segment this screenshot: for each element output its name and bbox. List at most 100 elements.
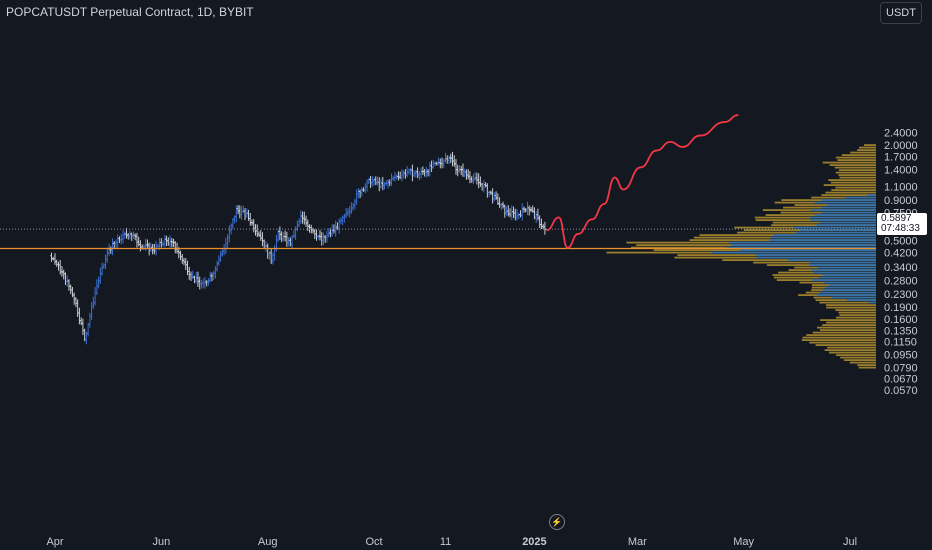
volume-profile-bar [825, 304, 876, 306]
time-axis-label: Jul [843, 536, 857, 548]
price-axis-label: 1.1000 [884, 181, 918, 193]
volume-profile-value-area-bar [868, 301, 876, 304]
volume-profile-value-area-bar [731, 244, 876, 246]
time-axis-label: 2025 [522, 536, 546, 548]
price-axis-label: 0.0950 [884, 350, 918, 362]
volume-profile-bar [817, 326, 876, 329]
price-axis[interactable]: 2.40002.00001.70001.40001.10000.90000.75… [884, 128, 918, 397]
volume-profile-bar [835, 186, 876, 189]
time-axis-label: Aug [258, 536, 278, 548]
volume-profile-value-area-bar [820, 291, 876, 294]
volume-profile-value-area-bar [845, 196, 876, 199]
volume-profile-bar [827, 346, 876, 349]
volume-profile-value-area-bar [770, 236, 876, 239]
volume-profile-value-area-bar [819, 221, 876, 224]
volume-profile-bar [840, 356, 876, 359]
volume-profile-value-area-bar [816, 294, 876, 296]
volume-profile-value-area-bar [817, 266, 876, 269]
volume-profile-bar [801, 339, 876, 341]
price-axis-label: 0.5000 [884, 236, 918, 248]
last-price-label: 0.5897 07:48:33 [877, 213, 927, 235]
volume-profile-value-area-bar [800, 229, 876, 231]
price-axis-label: 1.4000 [884, 165, 918, 177]
price-axis-label: 0.1350 [884, 326, 918, 338]
volume-profile-bar [826, 321, 876, 324]
volume-profile-bar [830, 181, 876, 184]
countdown-timer: 07:48:33 [881, 223, 920, 234]
volume-profile-value-area-bar [831, 296, 876, 299]
volume-profile-bar [802, 336, 876, 339]
volume-profile-value-area-bar [787, 259, 876, 261]
volume-profile-bar [819, 301, 876, 304]
volume-profile-bar [864, 144, 876, 146]
volume-profile-value-area-bar [821, 206, 876, 209]
volume-profile-value-area-bar [828, 284, 876, 286]
volume-profile-value-area-bar [814, 214, 876, 216]
currency-button[interactable]: USDT [880, 2, 922, 24]
time-axis[interactable]: Apr Jun Aug Oct 11 2025 Mar May Jul [46, 536, 857, 548]
time-axis-label: Oct [365, 536, 382, 548]
volume-profile-value-area-bar [811, 269, 876, 271]
volume-profile-bar [843, 359, 876, 361]
volume-profile-value-area-bar [812, 279, 876, 281]
volume-profile-value-area-bar [846, 299, 876, 301]
volume-profile-value-area-bar [793, 226, 876, 229]
volume-profile-bar [835, 309, 876, 311]
volume-profile-bar [859, 146, 876, 149]
volume-profile-bar [836, 354, 876, 356]
time-axis-label: Jun [152, 536, 170, 548]
price-axis-label: 0.9000 [884, 195, 918, 207]
price-axis-label: 0.1150 [884, 337, 917, 349]
time-axis-label: Mar [628, 536, 647, 548]
volume-profile-value-area-bar [729, 241, 876, 244]
price-axis-label: 0.2300 [884, 289, 918, 301]
volume-profile-bar [834, 166, 876, 169]
volume-profile-bar [815, 299, 876, 301]
volume-profile-value-area-bar [810, 209, 876, 211]
volume-profile-value-area-bar [711, 251, 876, 254]
volume-profile-bar [836, 316, 876, 319]
volume-profile-bar [849, 361, 876, 364]
volume-profile-value-area-bar [827, 204, 876, 206]
volume-profile-value-area-bar [822, 289, 876, 291]
volume-profile-bar [839, 176, 876, 179]
volume-profile-value-area-bar [756, 256, 876, 259]
volume-profile-bar [837, 159, 876, 161]
forecast-path [546, 114, 739, 249]
volume-profile-value-area-bar [821, 211, 876, 214]
volume-profile-bar [829, 351, 876, 354]
volume-profile-bar [858, 366, 876, 369]
volume-profile-bar [823, 184, 876, 186]
volume-profile-bar [812, 331, 876, 334]
last-price-value: 0.5897 [881, 213, 912, 224]
price-axis-label: 2.0000 [884, 140, 918, 152]
volume-profile-bar [820, 319, 876, 321]
volume-profile-bar [857, 149, 876, 151]
price-axis-label: 0.1600 [884, 314, 918, 326]
volume-profile-bar [857, 364, 876, 366]
volume-profile-bar [815, 344, 876, 346]
volume-profile-value-area-bar [726, 246, 876, 249]
volume-profile-bar [839, 169, 876, 171]
volume-profile-value-area-bar [739, 249, 876, 251]
volume-profile-bar [826, 306, 876, 309]
volume-profile-bar [841, 154, 876, 156]
volume-profile-bar [850, 151, 876, 154]
volume-profile-bar [820, 329, 876, 331]
volume-profile-bar [838, 311, 876, 314]
volume-profile-bar [839, 314, 876, 316]
volume-profile-value-area-bar [813, 271, 876, 274]
volume-profile-bar [821, 194, 876, 196]
volume-profile-value-area-bar [755, 254, 876, 256]
volume-profile-bar [824, 349, 876, 351]
volume-profile-bar [825, 191, 876, 194]
volume-profile-bar [822, 161, 876, 164]
price-axis-label: 0.4200 [884, 247, 918, 259]
volume-profile-bar [828, 179, 876, 181]
price-axis-label: 1.7000 [884, 151, 918, 163]
chart-title: POPCATUSDT Perpetual Contract, 1D, BYBIT [6, 5, 254, 19]
flash-icon[interactable]: ⚡ [549, 514, 565, 530]
volume-profile-value-area-bar [810, 219, 876, 221]
overlay-lines [0, 114, 876, 250]
